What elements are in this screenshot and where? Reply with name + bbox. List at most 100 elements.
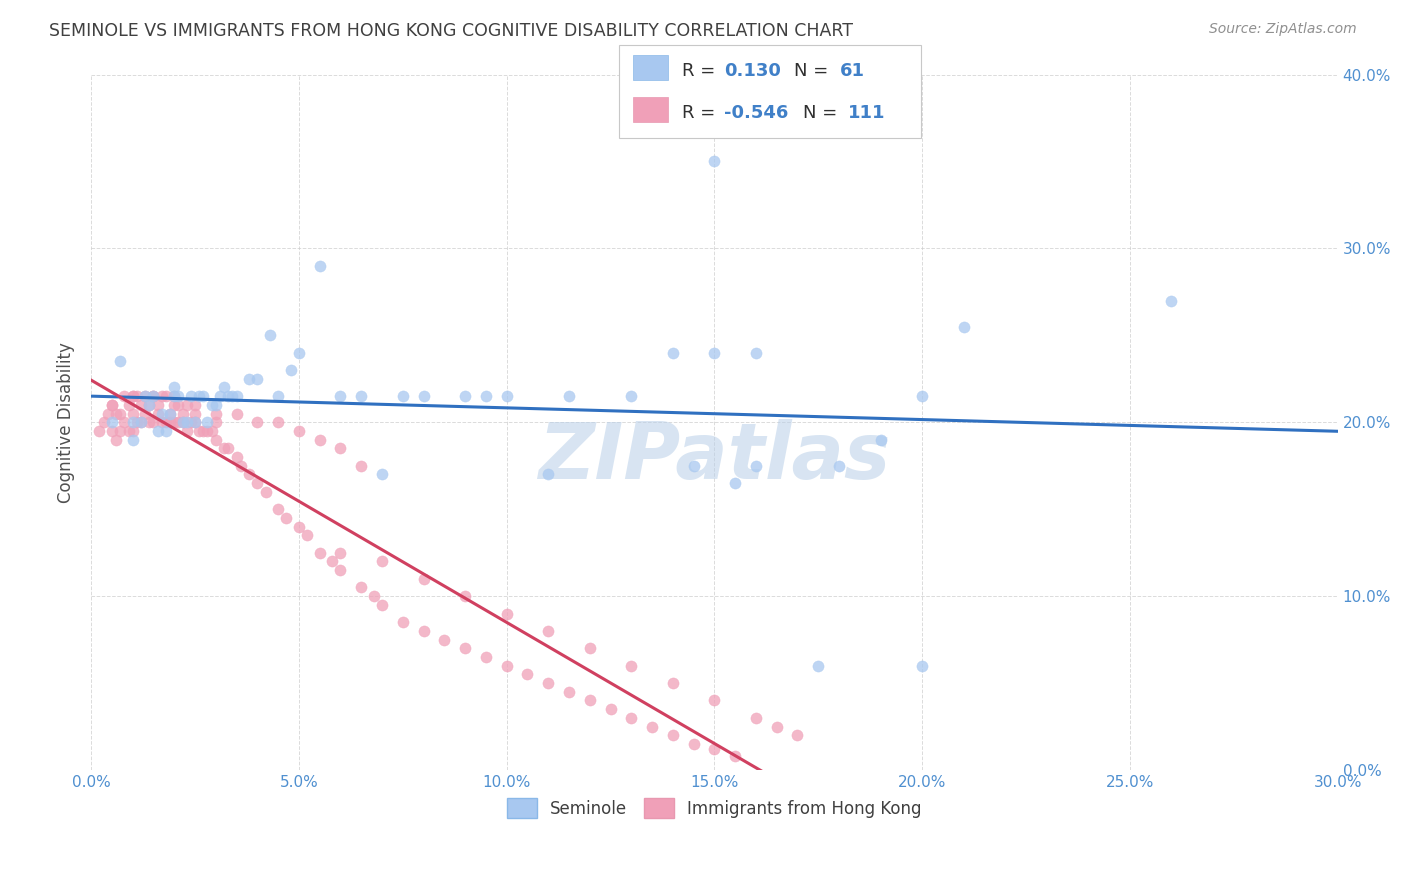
Point	[163, 398, 186, 412]
Point	[121, 433, 143, 447]
Point	[105, 407, 128, 421]
Point	[641, 719, 664, 733]
Point	[350, 458, 373, 473]
Point	[180, 415, 202, 429]
Point	[172, 415, 194, 429]
Point	[172, 407, 194, 421]
Point	[110, 424, 132, 438]
Point	[276, 511, 298, 525]
Point	[155, 424, 177, 438]
Point	[869, 433, 891, 447]
Legend: Seminole, Immigrants from Hong Kong: Seminole, Immigrants from Hong Kong	[501, 792, 928, 824]
Point	[150, 389, 173, 403]
Point	[537, 676, 560, 690]
Point	[208, 389, 231, 403]
Point	[225, 389, 247, 403]
Point	[578, 693, 600, 707]
Text: 61: 61	[839, 62, 865, 80]
Point	[93, 415, 115, 429]
Point	[212, 380, 235, 394]
Point	[703, 742, 725, 756]
Point	[308, 259, 330, 273]
Point	[163, 389, 186, 403]
Point	[495, 658, 517, 673]
Point	[454, 589, 477, 603]
Point	[363, 589, 385, 603]
Point	[129, 398, 152, 412]
Point	[911, 658, 934, 673]
Point	[217, 389, 239, 403]
Point	[229, 458, 252, 473]
Point	[204, 415, 226, 429]
Point	[558, 389, 581, 403]
Point	[558, 685, 581, 699]
Point	[807, 658, 830, 673]
Point	[221, 389, 243, 403]
Point	[254, 484, 277, 499]
Point	[295, 528, 318, 542]
Point	[134, 389, 156, 403]
Point	[176, 424, 198, 438]
Point	[703, 693, 725, 707]
Point	[146, 398, 169, 412]
Text: R =: R =	[682, 104, 721, 122]
Point	[225, 407, 247, 421]
Point	[89, 424, 111, 438]
Point	[201, 424, 224, 438]
Point	[475, 650, 498, 665]
Point	[537, 467, 560, 482]
Point	[329, 563, 352, 577]
Point	[371, 598, 394, 612]
Point	[101, 398, 124, 412]
Point	[259, 328, 281, 343]
Point	[204, 407, 226, 421]
Point	[101, 398, 124, 412]
Point	[329, 546, 352, 560]
Point	[176, 415, 198, 429]
Point	[155, 415, 177, 429]
Point	[129, 415, 152, 429]
Point	[142, 389, 165, 403]
Point	[238, 372, 260, 386]
Point	[288, 424, 311, 438]
Point	[212, 442, 235, 456]
Point	[184, 415, 207, 429]
Point	[184, 415, 207, 429]
Point	[329, 442, 352, 456]
Text: Source: ZipAtlas.com: Source: ZipAtlas.com	[1209, 22, 1357, 37]
Point	[180, 389, 202, 403]
Point	[163, 380, 186, 394]
Point	[599, 702, 621, 716]
Point	[155, 389, 177, 403]
Point	[110, 407, 132, 421]
Point	[138, 398, 160, 412]
Point	[371, 554, 394, 568]
Point	[112, 415, 135, 429]
Point	[217, 442, 239, 456]
Point	[129, 415, 152, 429]
Point	[150, 407, 173, 421]
Point	[121, 389, 143, 403]
Point	[159, 407, 181, 421]
Point	[391, 615, 413, 630]
Point	[724, 749, 747, 764]
Point	[101, 424, 124, 438]
Point	[391, 389, 413, 403]
Point	[159, 407, 181, 421]
Point	[163, 389, 186, 403]
Point	[662, 728, 685, 742]
Point	[197, 415, 219, 429]
Point	[121, 389, 143, 403]
Point	[134, 389, 156, 403]
Point	[138, 415, 160, 429]
Point	[662, 676, 685, 690]
Point	[201, 398, 224, 412]
Point	[163, 415, 186, 429]
Point	[1160, 293, 1182, 308]
Point	[267, 502, 290, 516]
Point	[142, 415, 165, 429]
Point	[125, 389, 148, 403]
Point	[308, 546, 330, 560]
Point	[267, 415, 290, 429]
Point	[475, 389, 498, 403]
